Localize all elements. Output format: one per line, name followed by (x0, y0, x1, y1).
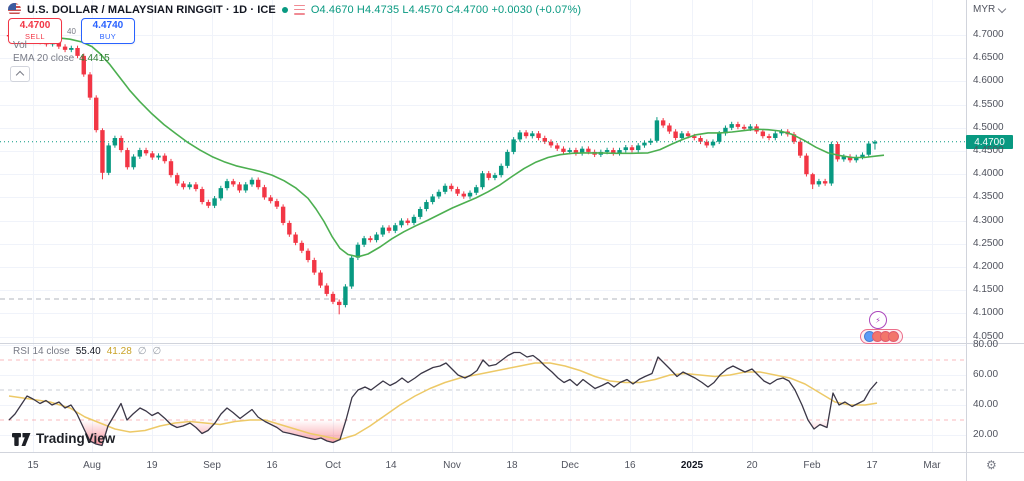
spread-value: 40 (67, 26, 76, 36)
time-axis-label: Aug (83, 460, 101, 471)
chart-header: U.S. DOLLAR / MALAYSIAN RINGGIT · 1D · I… (8, 3, 581, 16)
ema-legend[interactable]: EMA 20 close 4.4415 (13, 53, 110, 64)
price-axis-label: 80.00 (973, 339, 999, 350)
price-axis-label: 4.2500 (973, 238, 1004, 249)
interval-label: 1D (232, 3, 248, 16)
time-axis-label: 18 (506, 460, 518, 471)
price-axis-label: 20.00 (973, 429, 999, 440)
list-icon[interactable] (293, 4, 305, 16)
time-axis-label: Feb (803, 460, 821, 471)
reactions-pill[interactable] (860, 329, 903, 344)
currency-selector[interactable]: MYR (973, 4, 1007, 15)
last-price-badge: 4.4700 (966, 135, 1013, 149)
ema-value: 4.4415 (79, 53, 110, 64)
price-axis-label: 4.0500 (973, 331, 1004, 342)
time-axis-label: 19 (146, 460, 158, 471)
reaction-button[interactable]: ⚡ (869, 311, 887, 329)
legend-collapse-button[interactable] (10, 66, 30, 82)
buy-button[interactable]: 4.4740 BUY (80, 18, 135, 44)
sell-price: 4.4700 (19, 20, 51, 32)
price-axis-label: 40.00 (973, 399, 999, 410)
price-axis-label: 4.1500 (973, 284, 1004, 295)
rsi-value: 55.40 (75, 346, 101, 357)
time-axis-label: 16 (266, 460, 278, 471)
price-axis-label: 4.7000 (973, 29, 1004, 40)
tradingview-logo[interactable]: TradingView (12, 430, 115, 447)
time-axis-label: Nov (443, 460, 461, 471)
price-axis-label: 60.00 (973, 369, 999, 380)
price-axis-label: 4.6000 (973, 75, 1004, 86)
price-axis-label: 4.6500 (973, 52, 1004, 63)
ohlc-values: O4.4670 H4.4735 L4.4570 C4.4700 +0.0030 … (310, 3, 582, 16)
price-axis-label: 4.5000 (973, 122, 1004, 133)
rsi-legend[interactable]: RSI 14 close 55.40 41.28 ∅ ∅ (13, 346, 162, 357)
volume-legend[interactable]: Vol (13, 40, 27, 51)
gear-icon[interactable]: ⚙ (986, 458, 997, 472)
time-axis-label: Dec (561, 460, 579, 471)
tradingview-logo-icon (12, 433, 31, 446)
chevron-down-icon (997, 4, 1007, 13)
time-axis[interactable]: ⚙ 15 Aug 19 Sep 16 Oct 14 Nov 18 Dec 16 2025 20 Feb 17… (0, 452, 1024, 481)
us-flag-icon (8, 3, 21, 16)
price-axis-label: 4.4000 (973, 168, 1004, 179)
time-axis-label: 14 (385, 460, 397, 471)
emoji-reaction-icon (888, 331, 899, 342)
rsi-ma-value: 41.28 (106, 346, 132, 357)
exchange-label: ICE (257, 3, 276, 16)
price-axis-label: 4.3500 (973, 191, 1004, 202)
symbol-name: U.S. DOLLAR / MALAYSIAN RINGGIT (27, 3, 223, 16)
price-axis[interactable]: MYR 4.4700 4.7000 4.6500 4.6000 4.5500 4.500… (966, 0, 1024, 452)
time-axis-label: Mar (923, 460, 941, 471)
price-axis-label: 4.1000 (973, 307, 1004, 318)
market-status-dot-icon[interactable] (281, 6, 288, 13)
time-axis-label: 20 (746, 460, 758, 471)
time-axis-label: 2025 (680, 460, 704, 471)
sell-button[interactable]: 4.4700 SELL (8, 18, 62, 44)
time-axis-label: 15 (27, 460, 39, 471)
price-axis-label: 4.2000 (973, 261, 1004, 272)
time-axis-label: Sep (203, 460, 221, 471)
time-axis-label: Oct (325, 460, 341, 471)
price-axis-label: 4.3000 (973, 215, 1004, 226)
buy-price: 4.4740 (92, 20, 124, 32)
price-axis-label: 4.5500 (973, 99, 1004, 110)
symbol-title[interactable]: U.S. DOLLAR / MALAYSIAN RINGGIT · 1D · I… (27, 3, 276, 16)
time-axis-label: 16 (624, 460, 636, 471)
price-axis-label: 4.4500 (973, 145, 1004, 156)
chevron-up-icon (15, 70, 25, 80)
buy-sell-widget: 4.4700 SELL 40 4.4740 BUY (8, 18, 135, 44)
time-axis-label: 17 (866, 460, 878, 471)
lightning-icon: ⚡ (875, 315, 881, 325)
